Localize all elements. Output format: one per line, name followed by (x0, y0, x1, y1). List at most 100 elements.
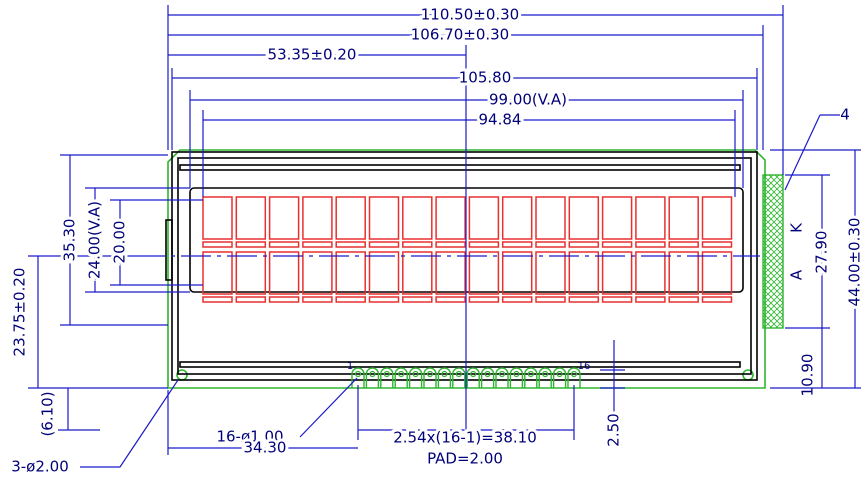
cursor-line (368, 296, 400, 303)
pin-hole (412, 370, 419, 378)
char-cell (335, 251, 366, 295)
dim-label: 35.30 (61, 219, 79, 262)
pin-hole (498, 370, 506, 378)
cursor-line (535, 241, 566, 248)
char-cell (568, 196, 600, 240)
cursor-line (535, 296, 566, 303)
pin-hole (570, 370, 578, 378)
labels: 110.50±0.30 106.70±0.30 53.35±0.20 105.8… (11, 3, 861, 476)
pin-pad (452, 367, 466, 388)
dim-label: 23.75±0.20 (11, 268, 29, 357)
pin-hole (455, 370, 462, 378)
cursor-line (368, 241, 400, 248)
cursor-line (668, 296, 699, 303)
cursor-line (402, 296, 433, 303)
char-cell (202, 196, 233, 240)
pin-hole (369, 370, 376, 378)
pin-hole (426, 370, 434, 378)
char-cell (601, 251, 633, 295)
lcd-frame (165, 151, 758, 381)
cursor-line (635, 296, 666, 303)
pin-pad (552, 367, 567, 388)
char-cell (368, 251, 400, 295)
dim-label: 105.80 (459, 69, 512, 87)
callout: 4 (840, 106, 850, 124)
char-cell (402, 196, 433, 240)
cursor-line (402, 241, 433, 248)
dim-label: 27.90 (813, 231, 831, 274)
char-cell (302, 196, 333, 240)
char-cell (701, 196, 733, 240)
pin-hole (527, 370, 534, 378)
dim-label: 16-ø1.00 (216, 428, 283, 446)
cursor-line (268, 296, 300, 303)
cursor-line (568, 241, 600, 248)
pin-hole (470, 370, 477, 378)
dim-label: 24.00(V.A) (86, 201, 104, 279)
dim-label: PAD=2.00 (427, 450, 503, 468)
cursor-line (335, 296, 366, 303)
pin-hole (556, 370, 563, 378)
dim-label: 94.84 (479, 111, 522, 129)
cursor-line (568, 296, 600, 303)
cursor-line (601, 296, 633, 303)
cursor-line (501, 296, 533, 303)
dim-label: 53.35±0.20 (268, 46, 357, 64)
cursor-line (468, 241, 500, 248)
pin-number: 1 (347, 361, 353, 372)
pin-pad (509, 367, 524, 388)
pin-pad (351, 367, 365, 388)
board (167, 149, 784, 389)
cursor-line (701, 241, 733, 248)
dim-label: 110.50±0.30 (421, 6, 519, 24)
dim-label: 20.00 (111, 221, 129, 264)
pin-pad (480, 367, 495, 388)
pin-hole (383, 370, 390, 378)
cursor-line (302, 296, 333, 303)
char-cell (468, 251, 500, 295)
char-cell (268, 196, 300, 240)
char-cell (235, 196, 267, 240)
cursor-line (635, 241, 666, 248)
char-cell (235, 251, 267, 295)
char-cell (335, 196, 366, 240)
char-cell (635, 196, 666, 240)
pin-hole (542, 370, 549, 378)
pin-pad (466, 367, 480, 388)
pin-label: K (788, 222, 806, 233)
cursor-line (668, 241, 699, 248)
char-cell (268, 251, 300, 295)
pin-pad (380, 367, 394, 388)
char-cell (701, 251, 733, 295)
char-cell (202, 251, 233, 295)
char-cell (668, 196, 699, 240)
pin-pad (437, 367, 452, 388)
cursor-line (468, 296, 500, 303)
pin-pad (495, 367, 509, 388)
cursor-line (202, 241, 233, 248)
pin-pad (423, 367, 437, 388)
dim-label: 2.50 (605, 413, 623, 446)
pin-label: A (788, 269, 806, 280)
pin-hole (354, 370, 362, 378)
char-cell (302, 251, 333, 295)
char-cell (535, 251, 566, 295)
pin-number: 16 (578, 361, 591, 372)
cursor-line (601, 241, 633, 248)
dim-label: 44.00±0.30 (846, 218, 861, 307)
pin-pad (538, 367, 552, 388)
dim-label: 34.30 (244, 439, 287, 457)
pin-pad (365, 367, 380, 388)
dim-label: 106.70±0.30 (411, 26, 509, 44)
cursor-line (335, 241, 366, 248)
char-cell (501, 196, 533, 240)
cursor-line (302, 241, 333, 248)
char-cell (435, 251, 466, 295)
pin-pad (408, 367, 423, 388)
character-cells (202, 196, 733, 303)
pin-hole (484, 370, 491, 378)
pin-hole (398, 370, 405, 378)
dim-label: 2.54x(16-1)=38.10 (393, 429, 537, 447)
cursor-line (435, 296, 466, 303)
